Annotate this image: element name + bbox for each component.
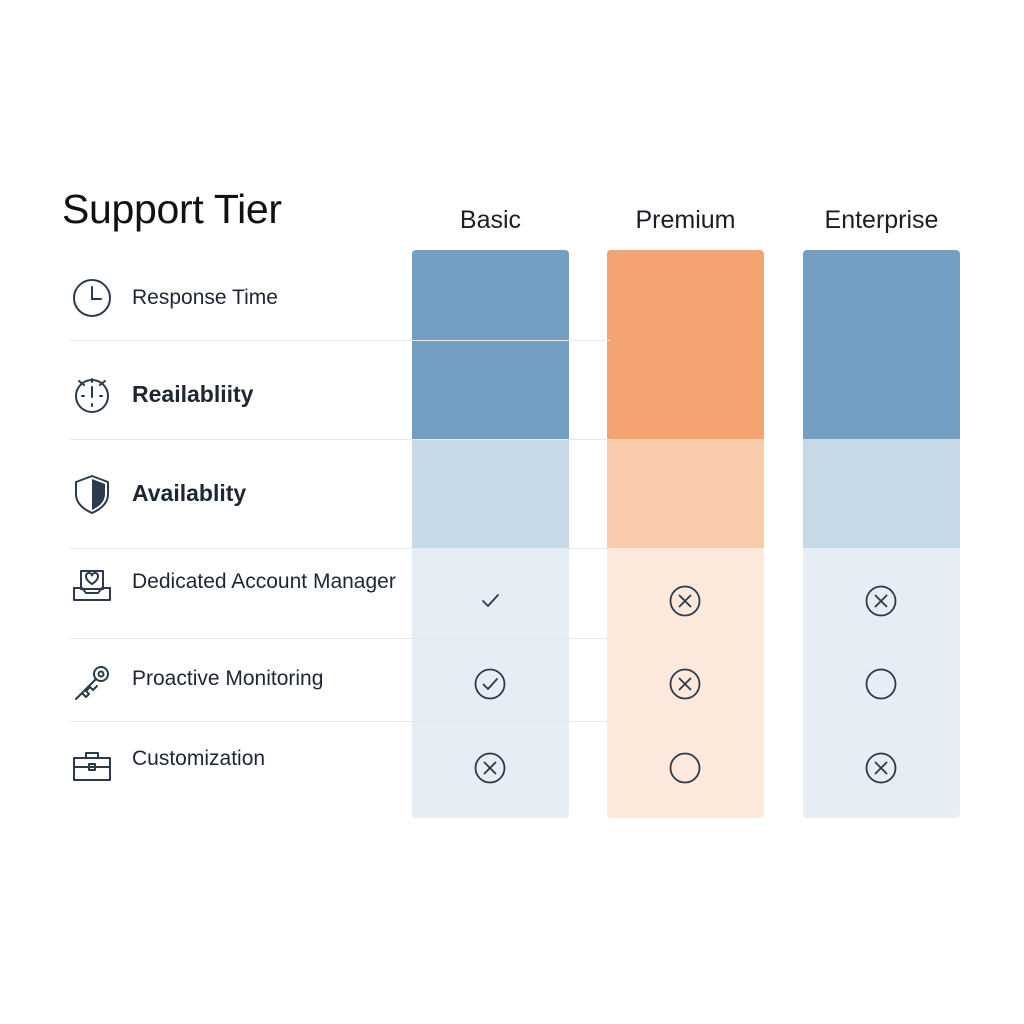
- column-band-mid: [803, 439, 960, 548]
- stopwatch-icon: [70, 372, 114, 416]
- row-label-dedicated-account-manager: Dedicated Account Manager: [132, 570, 396, 593]
- circle-x-icon: [472, 750, 508, 786]
- tier-column-basic: [412, 250, 569, 818]
- circle-x-icon: [667, 666, 703, 702]
- circle-empty-icon: [863, 666, 899, 702]
- row-divider: [70, 721, 610, 722]
- toolbox-icon: [70, 744, 114, 788]
- check-icon: [472, 583, 508, 619]
- row-label-response-time: Response Time: [132, 286, 278, 309]
- circle-x-icon: [667, 583, 703, 619]
- row-divider: [70, 638, 610, 639]
- row-label-availability: Availablity: [132, 480, 247, 506]
- circle-check-icon: [472, 666, 508, 702]
- tier-column-enterprise: [803, 250, 960, 818]
- account-manager-icon: [70, 564, 114, 608]
- column-header-basic: Basic: [459, 206, 522, 234]
- column-band-mid: [607, 439, 764, 548]
- circle-empty-icon: [667, 750, 703, 786]
- row-label-proactive-monitoring: Proactive Monitoring: [132, 667, 324, 690]
- column-band-strong: [803, 250, 960, 439]
- tier-column-premium: [607, 250, 764, 818]
- column-band-mid: [412, 439, 569, 548]
- row-divider: [70, 340, 610, 341]
- column-band-light: [803, 548, 960, 818]
- column-band-strong: [607, 250, 764, 439]
- shield-icon: [70, 472, 114, 516]
- column-header-premium: Premium: [635, 206, 736, 234]
- row-label-reliability: Reailabliity: [132, 381, 254, 407]
- column-header-enterprise: Enterprise: [824, 206, 939, 234]
- row-label-customization: Customization: [132, 747, 266, 770]
- key-icon: [70, 661, 114, 705]
- column-band-light: [412, 548, 569, 818]
- row-divider: [70, 548, 610, 549]
- clock-icon: [70, 276, 114, 320]
- row-divider: [70, 439, 610, 440]
- circle-x-icon: [863, 750, 899, 786]
- column-band-strong: [412, 250, 569, 439]
- circle-x-icon: [863, 583, 899, 619]
- page-title: Support Tier: [62, 186, 282, 232]
